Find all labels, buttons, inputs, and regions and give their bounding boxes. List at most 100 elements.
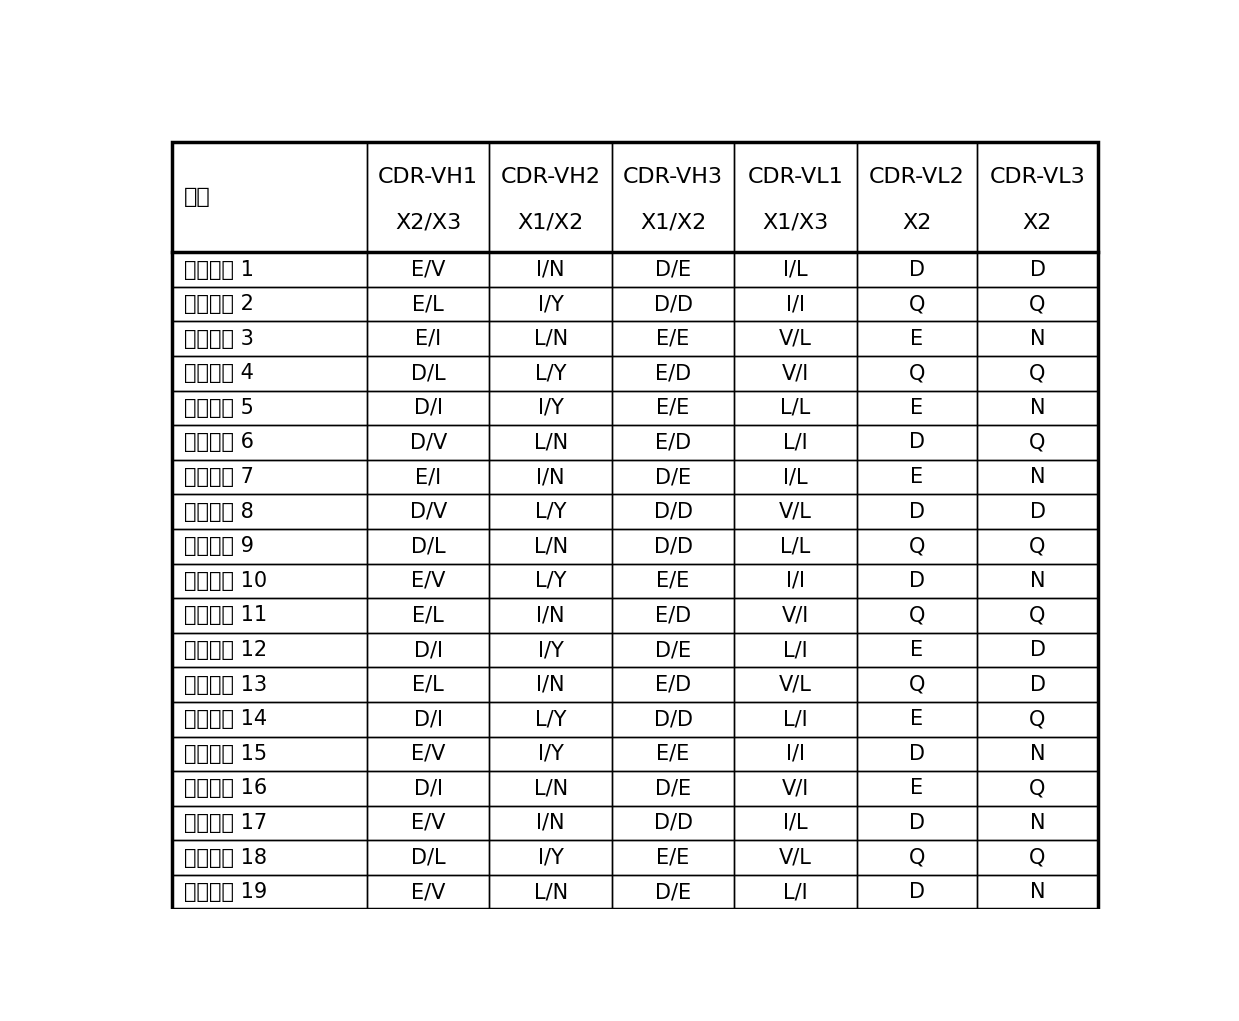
Bar <box>735 840 856 875</box>
Bar <box>367 736 489 771</box>
Text: V/I: V/I <box>782 363 809 383</box>
Bar <box>172 564 367 598</box>
Text: V/L: V/L <box>779 675 812 694</box>
Bar <box>489 459 612 494</box>
Bar <box>856 701 978 736</box>
Text: CDR-VH3: CDR-VH3 <box>623 167 724 188</box>
Bar <box>367 701 489 736</box>
Bar <box>367 252 489 287</box>
Bar <box>735 875 856 910</box>
Bar <box>735 736 856 771</box>
Bar <box>856 459 978 494</box>
Bar <box>856 806 978 840</box>
Text: D/V: D/V <box>410 433 447 452</box>
Text: E/D: E/D <box>655 363 691 383</box>
Text: I/N: I/N <box>536 467 565 487</box>
Bar <box>735 322 856 356</box>
Text: I/L: I/L <box>783 467 808 487</box>
Text: E/D: E/D <box>655 675 691 694</box>
Bar <box>856 494 978 529</box>
Bar <box>489 391 612 425</box>
Bar <box>856 771 978 806</box>
Text: N: N <box>1030 744 1046 764</box>
Text: Q: Q <box>908 605 926 626</box>
Text: Q: Q <box>908 847 926 868</box>
Text: L/N: L/N <box>534 882 567 903</box>
Text: CDR-VL2: CDR-VL2 <box>869 167 965 188</box>
Bar <box>489 142 612 252</box>
Text: 突变组合 13: 突变组合 13 <box>183 675 266 694</box>
Text: Q: Q <box>908 536 926 556</box>
Text: D: D <box>1030 259 1046 280</box>
Text: X1/X2: X1/X2 <box>518 212 584 233</box>
Text: I/Y: I/Y <box>538 398 564 418</box>
Bar <box>489 356 612 391</box>
Bar <box>367 142 489 252</box>
Bar <box>489 736 612 771</box>
Text: 突变组合 1: 突变组合 1 <box>183 259 254 280</box>
Bar <box>612 736 735 771</box>
Text: L/Y: L/Y <box>535 571 566 591</box>
Text: D/V: D/V <box>410 501 447 522</box>
Bar <box>735 771 856 806</box>
Text: I/I: I/I <box>786 744 805 764</box>
Text: Q: Q <box>908 675 926 694</box>
Text: E: E <box>911 398 923 418</box>
Bar <box>489 494 612 529</box>
Text: D: D <box>909 571 926 591</box>
Text: D: D <box>1030 675 1046 694</box>
Bar <box>172 840 367 875</box>
Bar <box>489 529 612 564</box>
Text: I/Y: I/Y <box>538 847 564 868</box>
Text: D/D: D/D <box>653 294 693 314</box>
Text: V/L: V/L <box>779 847 812 868</box>
Text: I/Y: I/Y <box>538 294 564 314</box>
Bar <box>172 142 367 252</box>
Text: N: N <box>1030 571 1046 591</box>
Bar <box>612 322 735 356</box>
Bar <box>735 142 856 252</box>
Bar <box>735 668 856 701</box>
Text: E/V: E/V <box>411 744 445 764</box>
Bar <box>489 322 612 356</box>
Bar <box>978 736 1098 771</box>
Bar <box>856 633 978 668</box>
Bar <box>367 598 489 633</box>
Bar <box>735 287 856 322</box>
Bar <box>172 322 367 356</box>
Bar <box>612 875 735 910</box>
Bar <box>735 806 856 840</box>
Text: Q: Q <box>1030 847 1046 868</box>
Text: V/L: V/L <box>779 329 812 349</box>
Text: I/L: I/L <box>783 813 808 833</box>
Text: L/L: L/L <box>781 398 810 418</box>
Text: I/I: I/I <box>786 294 805 314</box>
Bar <box>978 459 1098 494</box>
Bar <box>172 598 367 633</box>
Text: 突变组合 10: 突变组合 10 <box>183 571 266 591</box>
Bar <box>978 252 1098 287</box>
Text: 突变组合 3: 突变组合 3 <box>183 329 254 349</box>
Text: Q: Q <box>1030 710 1046 729</box>
Text: E/I: E/I <box>415 329 441 349</box>
Text: D: D <box>909 501 926 522</box>
Text: CDR-VL1: CDR-VL1 <box>747 167 844 188</box>
Text: N: N <box>1030 398 1046 418</box>
Bar <box>856 356 978 391</box>
Bar <box>612 391 735 425</box>
Bar <box>367 668 489 701</box>
Bar <box>172 633 367 668</box>
Bar <box>367 391 489 425</box>
Text: E/E: E/E <box>657 398 690 418</box>
Text: D/D: D/D <box>653 710 693 729</box>
Bar <box>856 598 978 633</box>
Bar <box>367 494 489 529</box>
Bar <box>612 459 735 494</box>
Text: L/N: L/N <box>534 329 567 349</box>
Bar <box>978 287 1098 322</box>
Bar <box>489 598 612 633</box>
Text: D/D: D/D <box>653 813 693 833</box>
Text: L/L: L/L <box>781 536 810 556</box>
Text: L/N: L/N <box>534 536 567 556</box>
Text: V/I: V/I <box>782 605 809 626</box>
